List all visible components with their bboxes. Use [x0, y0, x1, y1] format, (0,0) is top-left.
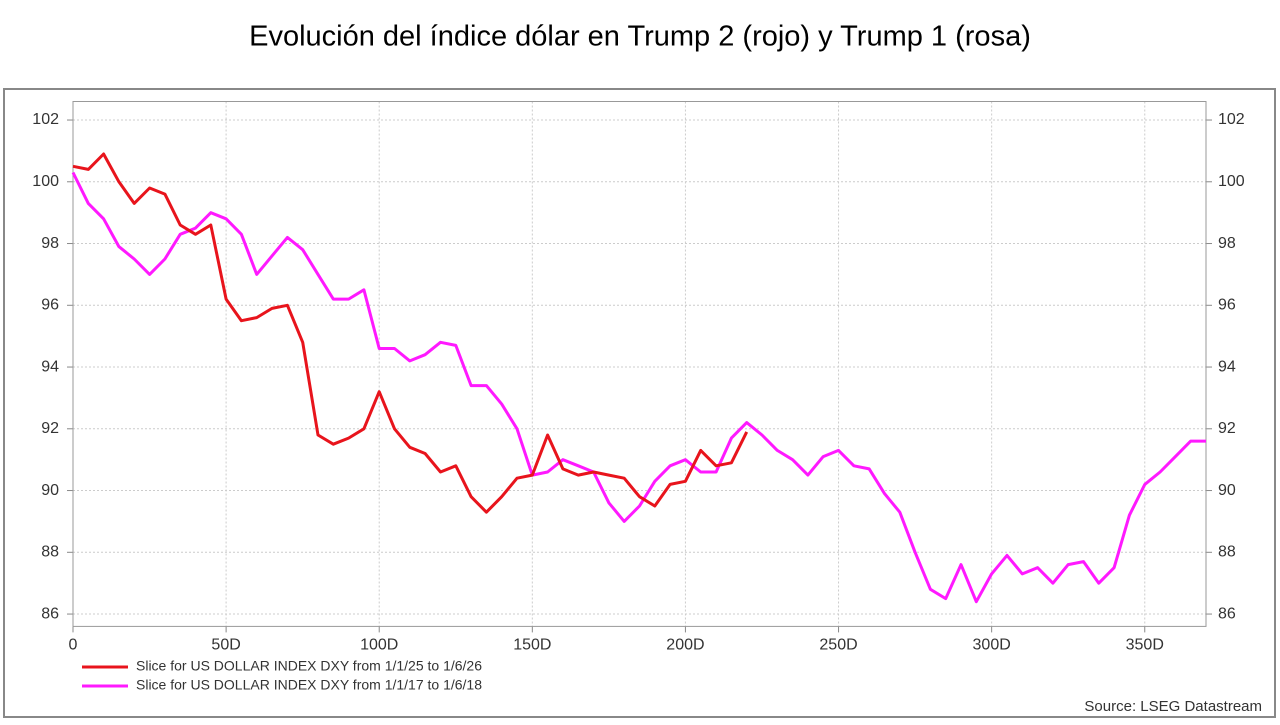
y-tick-label: 86 [41, 605, 59, 622]
y2-tick-label: 86 [1218, 605, 1236, 622]
y-tick-label: 98 [41, 235, 59, 252]
series-line [72, 152, 749, 514]
y-tick-label: 90 [41, 482, 59, 499]
legend-label: Slice for US DOLLAR INDEX DXY from 1/1/2… [136, 658, 482, 674]
x-tick-label: 300D [973, 637, 1011, 654]
y2-tick-label: 100 [1218, 173, 1245, 190]
x-tick-label: 0 [69, 637, 78, 654]
y-tick-label: 102 [32, 111, 59, 128]
y2-tick-label: 96 [1218, 297, 1236, 314]
y2-tick-label: 94 [1218, 358, 1236, 375]
y2-tick-label: 98 [1218, 235, 1236, 252]
x-tick-label: 150D [513, 637, 551, 654]
x-tick-label: 50D [211, 637, 240, 654]
y2-tick-label: 102 [1218, 111, 1245, 128]
x-tick-label: 100D [360, 637, 398, 654]
y-tick-label: 94 [41, 358, 59, 375]
y2-tick-label: 90 [1218, 482, 1236, 499]
series-line [71, 171, 1206, 604]
x-tick-label: 350D [1126, 637, 1164, 654]
chart-title: Evolución del índice dólar en Trump 2 (r… [249, 21, 1031, 53]
y-tick-label: 96 [41, 297, 59, 314]
y-tick-label: 88 [41, 544, 59, 561]
y-tick-label: 100 [32, 173, 59, 190]
y2-tick-label: 88 [1218, 544, 1236, 561]
y2-tick-label: 92 [1218, 420, 1236, 437]
legend-label: Slice for US DOLLAR INDEX DXY from 1/1/1… [136, 677, 482, 693]
y-tick-label: 92 [41, 420, 59, 437]
x-tick-label: 200D [666, 637, 704, 654]
chart-frame [3, 88, 1276, 718]
x-tick-label: 250D [819, 637, 857, 654]
plot-frame [72, 101, 1207, 627]
source: Source: LSEG Datastream [1084, 698, 1262, 715]
